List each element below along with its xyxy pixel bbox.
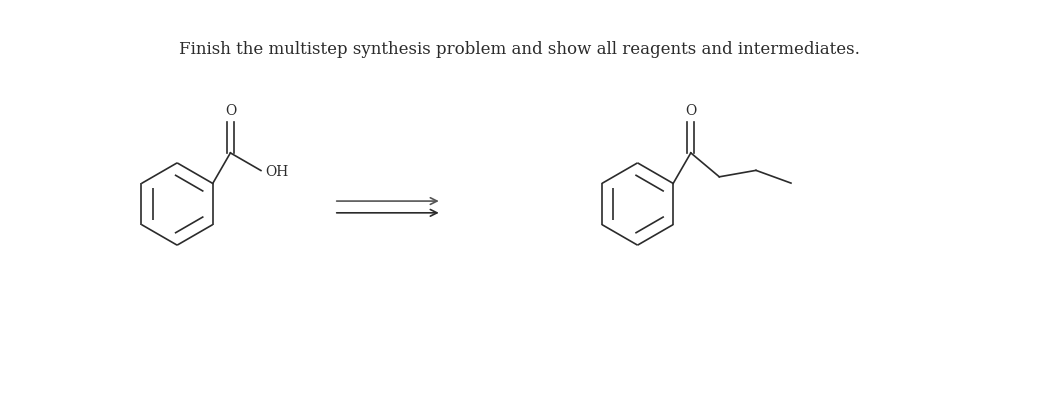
Text: O: O [224, 103, 236, 118]
Text: O: O [685, 103, 696, 118]
Text: Finish the multistep synthesis problem and show all reagents and intermediates.: Finish the multistep synthesis problem a… [179, 40, 860, 58]
Text: OH: OH [265, 166, 288, 180]
